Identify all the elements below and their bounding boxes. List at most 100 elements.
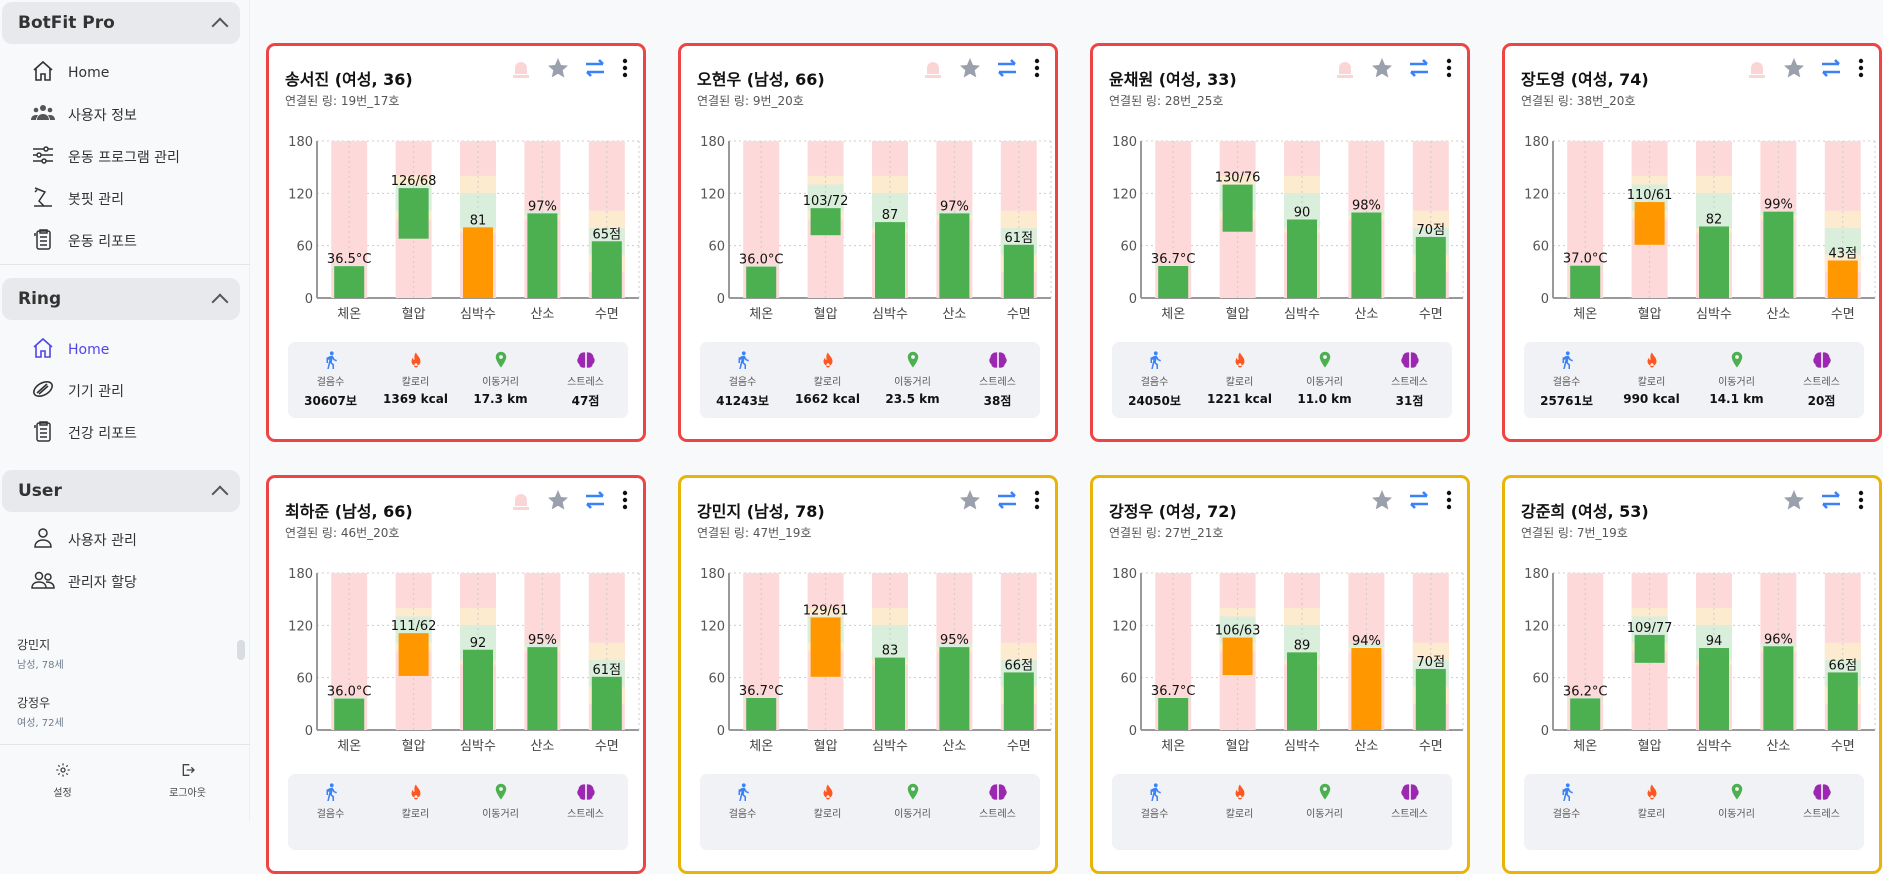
section-header-2[interactable]: User — [2, 470, 240, 512]
swap-icon[interactable] — [1819, 488, 1843, 512]
alarm-siren-icon[interactable] — [509, 56, 533, 80]
bar-hr[interactable] — [1287, 219, 1317, 299]
bar-temp[interactable] — [1158, 697, 1189, 730]
user-card[interactable]: 강민지 (남성, 78) 연결된 링: 47번_19호 0 60 120 180 36.… — [678, 475, 1058, 874]
bar-temp[interactable] — [334, 698, 365, 730]
bar-hr[interactable] — [875, 222, 905, 298]
star-icon[interactable] — [958, 488, 982, 512]
bar-sleep[interactable] — [1003, 244, 1034, 298]
bar-sleep[interactable] — [591, 241, 622, 298]
user-card[interactable]: 강준희 (여성, 53) 연결된 링: 7번_19호 0 60 120 180 36.2… — [1502, 475, 1882, 874]
sidebar-item[interactable]: 관리자 할당 — [30, 567, 137, 597]
sidebar-item[interactable]: Home — [30, 335, 109, 365]
more-vertical-icon[interactable] — [613, 488, 637, 512]
user-card[interactable]: 윤채원 (여성, 33) 연결된 링: 28번_25호 0 60 120 180 36.… — [1090, 43, 1470, 442]
sidebar-item[interactable]: Home — [30, 58, 109, 88]
star-icon[interactable] — [1370, 488, 1394, 512]
bar-temp[interactable] — [1570, 265, 1601, 298]
swap-icon[interactable] — [995, 488, 1019, 512]
user-list-item[interactable]: 강민지 남성, 78세 — [17, 636, 64, 671]
stat-label: 스트레스 — [1391, 809, 1428, 820]
alarm-siren-icon[interactable] — [921, 56, 945, 80]
bar-bp[interactable] — [1634, 634, 1665, 663]
user-list-scrollbar[interactable] — [237, 628, 245, 743]
activity-stats: 걸음수 칼로리 이동거리 스트레스 — [1112, 774, 1452, 850]
user-list-item[interactable]: 강정우 여성, 72세 — [17, 694, 64, 729]
x-tick-label: 수면 — [1831, 307, 1855, 322]
star-icon[interactable] — [546, 488, 570, 512]
more-vertical-icon[interactable] — [1849, 56, 1873, 80]
more-vertical-icon[interactable] — [1025, 56, 1049, 80]
star-icon[interactable] — [546, 56, 570, 80]
more-vertical-icon[interactable] — [613, 56, 637, 80]
section-header-0[interactable]: BotFit Pro — [2, 2, 240, 44]
more-vertical-icon[interactable] — [1849, 488, 1873, 512]
bar-o2[interactable] — [939, 213, 970, 298]
swap-icon[interactable] — [583, 488, 607, 512]
bar-hr[interactable] — [875, 657, 905, 730]
swap-icon[interactable] — [1407, 488, 1431, 512]
sidebar-item[interactable]: 기기 관리 — [30, 376, 124, 406]
bar-hr[interactable] — [1699, 648, 1729, 730]
bar-bp[interactable] — [810, 617, 841, 677]
stat-item: 걸음수 30607보 — [288, 342, 373, 418]
swap-icon[interactable] — [583, 56, 607, 80]
bar-hr[interactable] — [1699, 226, 1729, 298]
bar-sleep[interactable] — [1003, 672, 1034, 730]
alarm-siren-icon[interactable] — [1745, 56, 1769, 80]
bar-bp[interactable] — [810, 208, 841, 236]
swap-icon[interactable] — [995, 56, 1019, 80]
bar-o2[interactable] — [939, 647, 970, 730]
bar-o2[interactable] — [1351, 648, 1382, 730]
user-card[interactable]: 최하준 (남성, 66) 연결된 링: 46번_20호 0 60 120 180 36.… — [266, 475, 646, 874]
bar-o2[interactable] — [1763, 646, 1794, 730]
bar-bp[interactable] — [398, 633, 429, 676]
bar-bp[interactable] — [1222, 637, 1253, 676]
bar-o2[interactable] — [1763, 211, 1794, 298]
star-icon[interactable] — [1782, 488, 1806, 512]
bar-temp[interactable] — [334, 266, 365, 298]
bar-sleep[interactable] — [591, 676, 622, 730]
bar-sleep[interactable] — [1415, 668, 1446, 730]
more-vertical-icon[interactable] — [1025, 488, 1049, 512]
bar-hr[interactable] — [463, 227, 493, 298]
sidebar-item[interactable]: 봇핏 관리 — [30, 184, 124, 214]
section-header-1[interactable]: Ring — [2, 278, 240, 320]
sidebar-item[interactable]: 사용자 정보 — [30, 100, 137, 130]
star-icon[interactable] — [1782, 56, 1806, 80]
bar-sleep[interactable] — [1415, 236, 1446, 298]
more-vertical-icon[interactable] — [1437, 488, 1461, 512]
sidebar-item[interactable]: 사용자 관리 — [30, 525, 137, 555]
user-card[interactable]: 장도영 (여성, 74) 연결된 링: 38번_20호 0 60 120 180 37.… — [1502, 43, 1882, 442]
bar-bp[interactable] — [398, 188, 429, 239]
bar-sleep[interactable] — [1827, 672, 1858, 730]
stat-value: 31점 — [1395, 394, 1424, 408]
more-vertical-icon[interactable] — [1437, 56, 1461, 80]
bar-bp[interactable] — [1634, 202, 1665, 245]
bar-hr[interactable] — [1287, 652, 1317, 730]
swap-icon[interactable] — [1819, 56, 1843, 80]
bar-o2[interactable] — [1351, 212, 1382, 298]
bar-o2[interactable] — [527, 647, 558, 730]
star-icon[interactable] — [958, 56, 982, 80]
bar-hr[interactable] — [463, 649, 493, 730]
user-card[interactable]: 강정우 (여성, 72) 연결된 링: 27번_21호 0 60 120 180 36.… — [1090, 475, 1470, 874]
bar-temp[interactable] — [746, 266, 777, 298]
bar-o2[interactable] — [527, 213, 558, 298]
bar-temp[interactable] — [746, 697, 777, 730]
sidebar-item[interactable]: 운동 프로그램 관리 — [30, 142, 180, 172]
bar-temp[interactable] — [1570, 698, 1601, 730]
user-card[interactable]: 송서진 (여성, 36) 연결된 링: 19번_17호 0 60 120 180 36.… — [266, 43, 646, 442]
alarm-siren-icon[interactable] — [509, 488, 533, 512]
bar-sleep[interactable] — [1827, 260, 1858, 298]
alarm-siren-icon[interactable] — [1333, 56, 1357, 80]
star-icon[interactable] — [1370, 56, 1394, 80]
bar-temp[interactable] — [1158, 265, 1189, 298]
settings-button[interactable]: 설정 — [0, 762, 125, 799]
sidebar-item[interactable]: 운동 리포트 — [30, 226, 137, 256]
user-card[interactable]: 오현우 (남성, 66) 연결된 링: 9번_20호 0 60 120 180 36.0… — [678, 43, 1058, 442]
swap-icon[interactable] — [1407, 56, 1431, 80]
sidebar-item[interactable]: 건강 리포트 — [30, 418, 137, 448]
bar-bp[interactable] — [1222, 184, 1253, 232]
logout-button[interactable]: 로그아웃 — [125, 762, 250, 799]
